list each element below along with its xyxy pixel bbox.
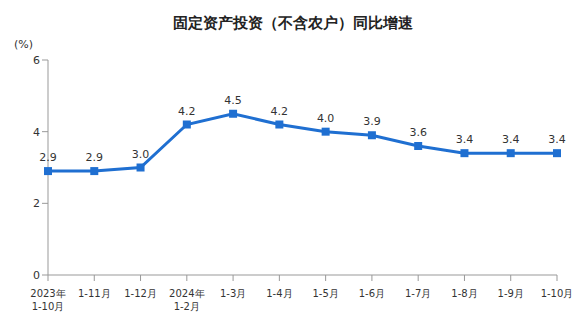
svg-text:1-9月: 1-9月 <box>498 288 524 299</box>
svg-text:4.2: 4.2 <box>271 105 289 118</box>
svg-text:4.5: 4.5 <box>224 94 242 107</box>
svg-text:4.2: 4.2 <box>178 105 196 118</box>
svg-text:2.9: 2.9 <box>39 151 57 164</box>
svg-text:1-7月: 1-7月 <box>405 288 431 299</box>
svg-text:6: 6 <box>33 54 40 67</box>
svg-text:2023年1-10月: 2023年1-10月 <box>30 288 65 312</box>
svg-text:3.6: 3.6 <box>409 126 427 139</box>
svg-text:1-12月: 1-12月 <box>124 288 157 299</box>
svg-text:3.4: 3.4 <box>456 133 474 146</box>
svg-text:3.4: 3.4 <box>502 133 520 146</box>
svg-text:3.0: 3.0 <box>132 148 150 161</box>
svg-text:2.9: 2.9 <box>86 151 104 164</box>
svg-text:1-3月: 1-3月 <box>220 288 246 299</box>
svg-text:1-5月: 1-5月 <box>312 288 338 299</box>
html-text:固定资产投资（不含农户）同比增速: 固定资产投资（不含农户）同比增速 <box>172 14 413 32</box>
svg-text:3.9: 3.9 <box>363 115 381 128</box>
svg-text:2: 2 <box>33 197 40 210</box>
svg-text:1-11月: 1-11月 <box>78 288 111 299</box>
svg-text:4: 4 <box>33 126 40 139</box>
svg-text:3.4: 3.4 <box>548 133 566 146</box>
svg-text:1-8月: 1-8月 <box>451 288 477 299</box>
svg-text:1-4月: 1-4月 <box>266 288 292 299</box>
svg-text:4.0: 4.0 <box>317 112 335 125</box>
svg-text:1-10月: 1-10月 <box>541 288 574 299</box>
svg-text:0: 0 <box>33 269 40 282</box>
svg-text:1-6月: 1-6月 <box>359 288 385 299</box>
svg-text:2024年1-2月: 2024年1-2月 <box>169 288 204 312</box>
